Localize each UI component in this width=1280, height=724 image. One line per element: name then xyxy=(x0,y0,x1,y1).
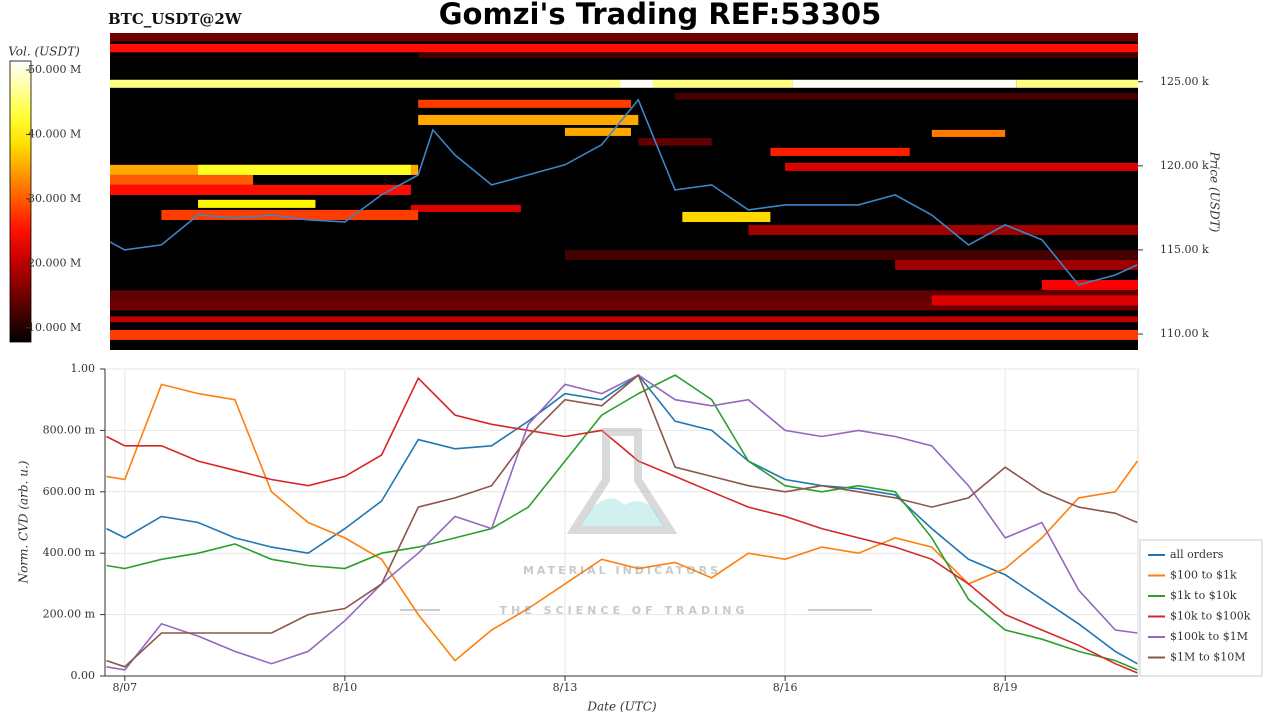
heat-cell xyxy=(161,209,419,221)
plot-area xyxy=(104,368,1139,677)
heat-cell xyxy=(198,199,316,208)
heat-cell xyxy=(110,184,411,195)
colorbar-tick-label: 40.000 M xyxy=(28,127,81,140)
legend-label: $100 to $1k xyxy=(1170,569,1237,582)
x-tick-label: 8/13 xyxy=(553,681,578,694)
heat-cell xyxy=(682,211,771,223)
heat-cell xyxy=(418,114,639,125)
title: Gomzi's Trading REF:53305 xyxy=(439,0,882,31)
heat-cell xyxy=(418,99,631,108)
series-line xyxy=(106,376,1138,674)
colorbar xyxy=(9,60,32,343)
legend-label: all orders xyxy=(1170,548,1224,561)
heat-cell xyxy=(410,204,521,212)
y-tick-label: 1.00 xyxy=(71,362,96,375)
heat-cell xyxy=(110,33,1138,42)
series-line xyxy=(106,374,1138,671)
y-tick-label: 600.00 m xyxy=(43,485,96,498)
x-tick-label: 8/16 xyxy=(773,681,798,694)
heat-cell xyxy=(564,127,631,136)
heat-cell xyxy=(748,224,1138,235)
watermark: MATERIAL INDICATORS THE SCIENCE OF TRADI… xyxy=(400,428,872,617)
heat-cell xyxy=(110,329,1138,340)
legend-label: $1M to $10M xyxy=(1170,651,1246,664)
y-tick-label: 800.00 m xyxy=(43,423,96,436)
price-line xyxy=(109,98,1138,286)
x-tick-label: 8/19 xyxy=(993,681,1018,694)
heat-cell xyxy=(1041,280,1138,290)
heat-cell xyxy=(619,79,653,88)
legend: all orders $100 to $1k $1k to $10k $10k to … xyxy=(1139,539,1263,677)
colorbar-tick-label: 30.000 M xyxy=(28,192,81,205)
heat-cell xyxy=(792,79,1017,88)
heat-cell xyxy=(652,79,793,88)
y-tick-label: 125.00 k xyxy=(1160,75,1209,88)
heat-cell xyxy=(198,164,411,175)
y-tick-label: 400.00 m xyxy=(43,546,96,559)
heat-cell xyxy=(895,260,1138,270)
heat-cell xyxy=(674,92,1138,100)
y-axis-label: Price (USDT) xyxy=(1208,151,1222,233)
heat-cell xyxy=(110,43,1138,53)
series-line xyxy=(106,373,1138,668)
watermark-icon xyxy=(566,428,678,534)
x-tick-label: 8/10 xyxy=(333,681,358,694)
heat-cell xyxy=(110,290,1138,301)
colorbar-label: Vol. (USDT) xyxy=(8,45,80,59)
y-tick-label: 200.00 m xyxy=(43,608,96,621)
legend-label: $100k to $1M xyxy=(1170,630,1248,643)
heat-cell xyxy=(110,174,254,185)
heat-cell xyxy=(110,300,1138,311)
watermark-icon xyxy=(580,498,664,526)
heat-cell xyxy=(110,316,1138,323)
watermark-title: MATERIAL INDICATORS xyxy=(523,564,721,577)
colorbar-tick-label: 50.000 M xyxy=(28,63,81,76)
x-axis-label: Date (UTC) xyxy=(586,700,656,714)
colorbar-tick-label: 10.000 M xyxy=(28,321,81,334)
legend-box xyxy=(1139,539,1263,677)
y-tick-label: 120.00 k xyxy=(1160,159,1209,172)
heat-cell xyxy=(564,249,1138,261)
colorbar-tick-label: 20.000 M xyxy=(28,256,81,269)
y-axis-label: Norm. CVD (arb. u.) xyxy=(17,460,31,584)
watermark-subtitle: THE SCIENCE OF TRADING xyxy=(500,604,749,617)
series-line xyxy=(106,374,1138,665)
heat-cell xyxy=(770,147,910,156)
y-tick-label: 115.00 k xyxy=(1160,243,1209,256)
heat-cell xyxy=(931,129,1006,137)
legend-label: $1k to $10k xyxy=(1170,589,1237,602)
x-tick-label: 8/07 xyxy=(112,681,137,694)
heat-cell xyxy=(785,162,1138,171)
heat-cell xyxy=(110,79,620,88)
y-tick-label: 0.00 xyxy=(71,669,96,682)
legend-label: $10k to $100k xyxy=(1170,610,1251,623)
heat-cell xyxy=(1016,79,1138,88)
heat-cell xyxy=(418,52,1138,59)
heat-cell xyxy=(931,295,1138,306)
series-line xyxy=(106,383,1138,662)
heat-cell xyxy=(638,138,712,146)
series-line xyxy=(106,374,1138,671)
pair-label: BTC_USDT@2W xyxy=(108,10,243,28)
y-tick-label: 110.00 k xyxy=(1160,327,1209,340)
